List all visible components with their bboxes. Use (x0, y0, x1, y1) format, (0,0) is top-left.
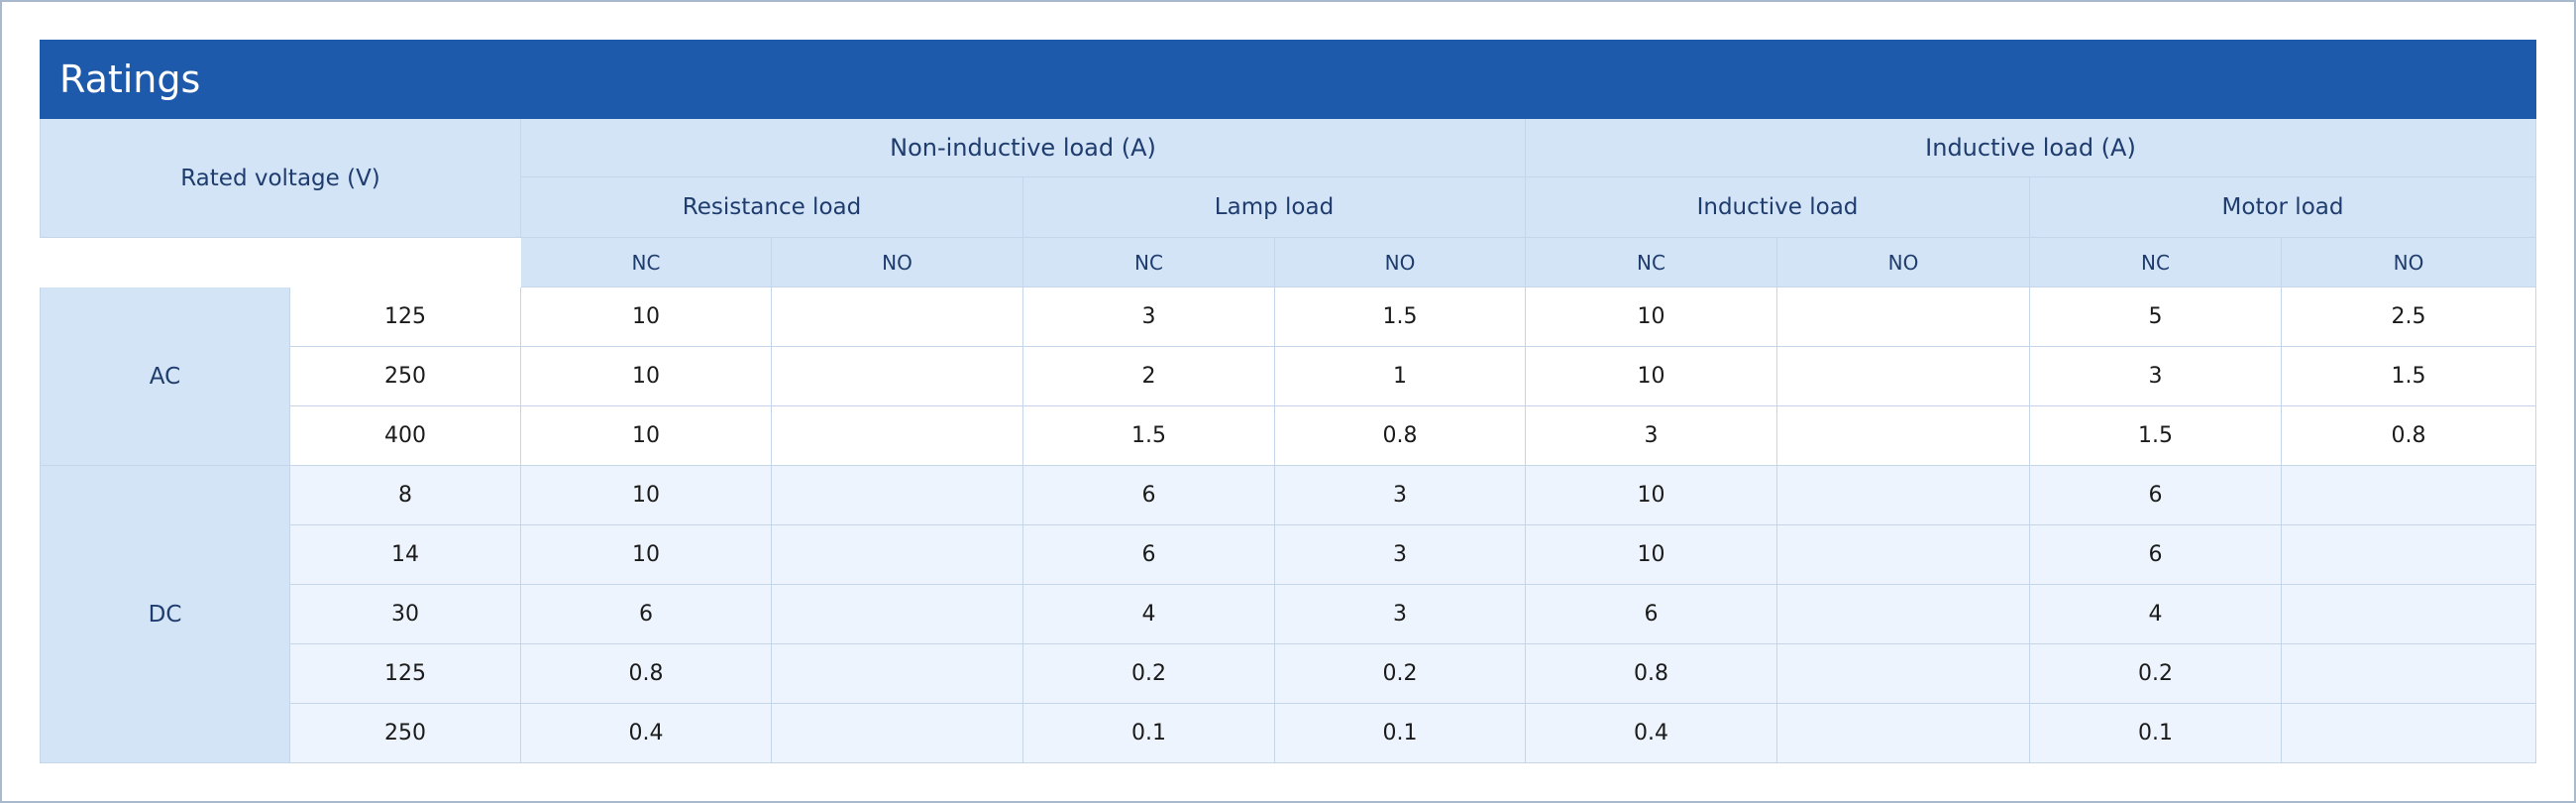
value-cell: 0.1 (1023, 704, 1275, 763)
voltage-cell: 125 (290, 287, 521, 347)
value-cell: 2 (1023, 347, 1275, 406)
subgroup-header: Lamp load (1023, 177, 1526, 238)
rated-voltage-header: Rated voltage (V) (40, 119, 521, 238)
value-cell: 0.2 (1023, 644, 1275, 704)
value-cell: 0.1 (2030, 704, 2282, 763)
value-cell (1777, 644, 2030, 704)
value-cell (772, 466, 1023, 525)
value-cell: 1.5 (2282, 347, 2536, 406)
value-cell: 6 (2030, 466, 2282, 525)
value-cell (1777, 525, 2030, 585)
value-cell (2282, 704, 2536, 763)
value-cell: 0.8 (1275, 406, 1526, 466)
value-cell (772, 406, 1023, 466)
voltage-cell: 250 (290, 347, 521, 406)
value-cell (2282, 466, 2536, 525)
group-header: Non-inductive load (A) (521, 119, 1526, 177)
value-cell: 10 (521, 406, 772, 466)
value-cell (2282, 644, 2536, 704)
subgroup-header: Resistance load (521, 177, 1023, 238)
voltage-cell: 30 (290, 585, 521, 644)
column-header: NC (1023, 238, 1275, 287)
voltage-cell: 250 (290, 704, 521, 763)
value-cell (1777, 585, 2030, 644)
value-cell: 1.5 (1275, 287, 1526, 347)
value-cell: 6 (1023, 466, 1275, 525)
column-header: NC (2030, 238, 2282, 287)
value-cell (1777, 287, 2030, 347)
subgroup-header: Inductive load (1526, 177, 2030, 238)
group-header: Inductive load (A) (1526, 119, 2536, 177)
value-cell: 3 (1526, 406, 1777, 466)
value-cell: 4 (2030, 585, 2282, 644)
value-cell (1777, 466, 2030, 525)
value-cell: 6 (521, 585, 772, 644)
value-cell: 6 (1023, 525, 1275, 585)
value-cell (1777, 406, 2030, 466)
value-cell: 0.2 (1275, 644, 1526, 704)
value-cell: 0.4 (1526, 704, 1777, 763)
value-cell: 10 (521, 347, 772, 406)
value-cell (772, 347, 1023, 406)
column-header: NC (521, 238, 772, 287)
value-cell: 10 (1526, 466, 1777, 525)
value-cell: 0.1 (1275, 704, 1526, 763)
voltage-cell: 14 (290, 525, 521, 585)
value-cell (1777, 347, 2030, 406)
section-label: AC (40, 287, 290, 466)
value-cell (772, 287, 1023, 347)
value-cell: 1.5 (1023, 406, 1275, 466)
value-cell (772, 525, 1023, 585)
value-cell (2282, 525, 2536, 585)
value-cell: 10 (1526, 525, 1777, 585)
value-cell: 3 (2030, 347, 2282, 406)
value-cell: 0.8 (1526, 644, 1777, 704)
value-cell: 5 (2030, 287, 2282, 347)
value-cell: 3 (1023, 287, 1275, 347)
value-cell: 10 (521, 466, 772, 525)
value-cell: 3 (1275, 525, 1526, 585)
value-cell (772, 644, 1023, 704)
value-cell (772, 585, 1023, 644)
voltage-cell: 125 (290, 644, 521, 704)
column-header: NC (1526, 238, 1777, 287)
value-cell: 4 (1023, 585, 1275, 644)
value-cell (772, 704, 1023, 763)
subgroup-header: Motor load (2030, 177, 2536, 238)
value-cell (1777, 704, 2030, 763)
value-cell: 10 (1526, 287, 1777, 347)
column-header: NO (1275, 238, 1526, 287)
value-cell: 0.4 (521, 704, 772, 763)
value-cell: 3 (1275, 466, 1526, 525)
value-cell: 10 (521, 287, 772, 347)
voltage-cell: 8 (290, 466, 521, 525)
column-header: NO (1777, 238, 2030, 287)
value-cell: 3 (1275, 585, 1526, 644)
value-cell: 6 (2030, 525, 2282, 585)
value-cell: 10 (1526, 347, 1777, 406)
table-title: Ratings (40, 40, 2536, 119)
value-cell: 0.2 (2030, 644, 2282, 704)
value-cell: 1.5 (2030, 406, 2282, 466)
section-label: DC (40, 466, 290, 763)
column-header: NO (2282, 238, 2536, 287)
value-cell: 0.8 (2282, 406, 2536, 466)
value-cell: 10 (521, 525, 772, 585)
voltage-cell: 400 (290, 406, 521, 466)
value-cell: 1 (1275, 347, 1526, 406)
value-cell: 0.8 (521, 644, 772, 704)
column-header: NO (772, 238, 1023, 287)
value-cell (2282, 585, 2536, 644)
value-cell: 2.5 (2282, 287, 2536, 347)
value-cell: 6 (1526, 585, 1777, 644)
